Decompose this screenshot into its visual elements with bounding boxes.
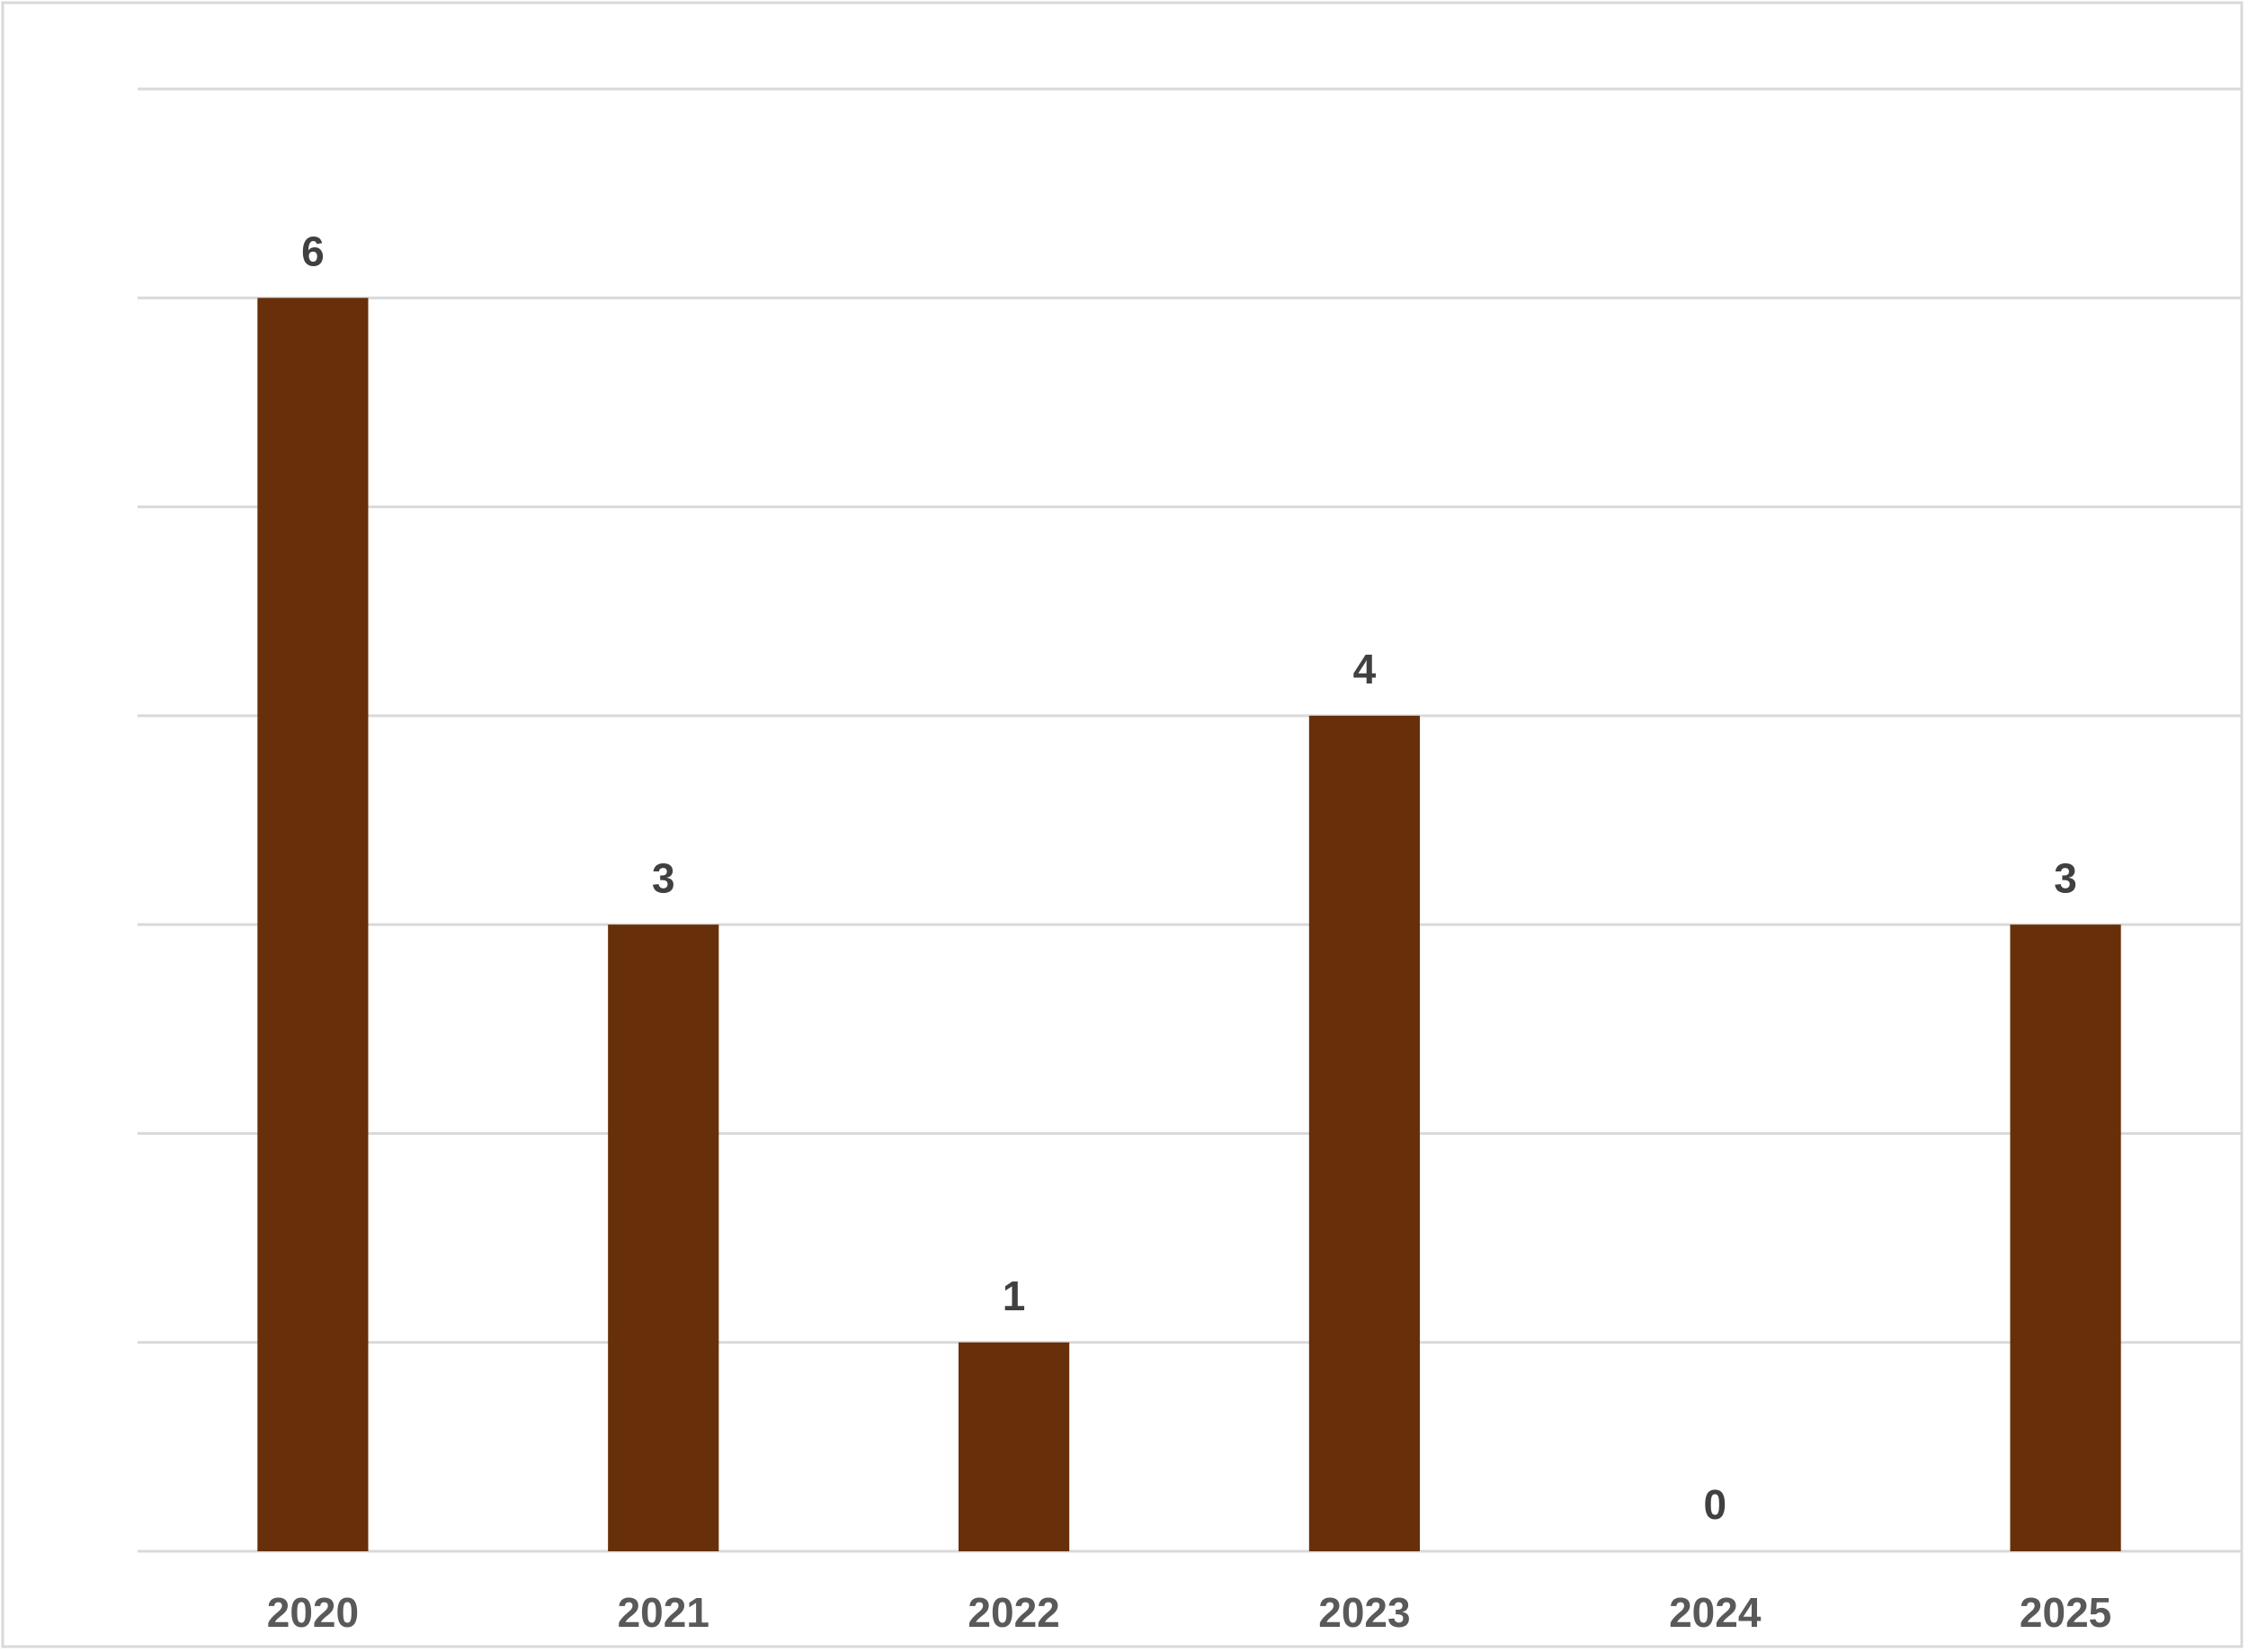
data-label: 6 xyxy=(301,228,325,274)
data-label: 1 xyxy=(1003,1272,1026,1319)
x-tick-label: 2020 xyxy=(267,1589,359,1636)
x-tick-label: 2023 xyxy=(1318,1589,1410,1636)
bar xyxy=(1308,715,1421,1551)
bar xyxy=(2010,924,2121,1551)
data-label: 3 xyxy=(2054,854,2077,901)
data-label: 0 xyxy=(1703,1481,1726,1528)
x-tick-label: 2022 xyxy=(968,1589,1059,1636)
data-label: 4 xyxy=(1353,646,1377,692)
bar xyxy=(958,1342,1070,1551)
x-tick-label: 2024 xyxy=(1669,1589,1762,1636)
data-label: 3 xyxy=(652,854,675,901)
x-tick-label: 2025 xyxy=(2020,1589,2111,1636)
bar xyxy=(257,298,369,1552)
bar xyxy=(608,924,719,1551)
x-tick-label: 2021 xyxy=(618,1589,709,1636)
